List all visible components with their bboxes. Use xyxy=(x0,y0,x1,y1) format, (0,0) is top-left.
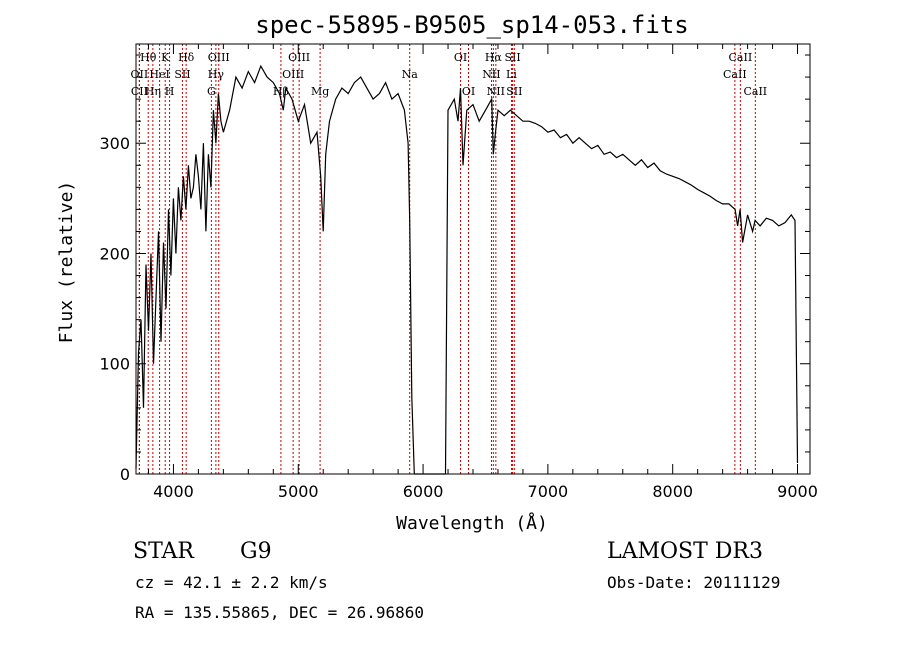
y-axis-ticks: 0 100 200 300 xyxy=(99,54,810,484)
plot-frame xyxy=(135,43,811,475)
spectral-line-label: OIII xyxy=(208,51,230,64)
spectral-line-label: OI xyxy=(462,85,475,98)
spectral-line-label: CaII xyxy=(729,51,753,64)
spectral-line-label: OIII xyxy=(282,68,304,81)
obs-date-text: Obs-Date: 20111129 xyxy=(607,573,781,592)
object-subclass: G9 xyxy=(240,539,272,564)
spectral-line-label: SII xyxy=(174,68,190,81)
y-tick-label: 100 xyxy=(99,355,130,374)
spectral-line-label: CaII xyxy=(743,85,767,98)
spectral-line-label: K xyxy=(161,51,170,64)
spectral-line-label: CII xyxy=(131,85,148,98)
spectral-line-label: SII xyxy=(506,85,522,98)
spectral-line-label: Hη xyxy=(145,85,161,98)
x-tick-label: 8000 xyxy=(652,482,693,501)
survey-name: LAMOST DR3 xyxy=(607,539,763,564)
object-class: STAR xyxy=(133,539,194,564)
spectral-line-label: HeI xyxy=(149,68,169,81)
spectral-line-label: NII xyxy=(487,85,505,98)
spectral-line-label: Li xyxy=(506,68,517,81)
flux-series xyxy=(135,64,799,475)
x-tick-label: 6000 xyxy=(403,482,444,501)
spectral-line-label: Na xyxy=(402,68,419,81)
redshift-text: cz = 42.1 ± 2.2 km/s xyxy=(135,573,328,592)
spectral-line-label: H xyxy=(165,85,175,98)
spectral-line-label: OIII xyxy=(288,51,310,64)
y-tick-label: 0 xyxy=(120,465,130,484)
x-tick-label: 9000 xyxy=(777,482,818,501)
x-tick-label: 7000 xyxy=(528,482,569,501)
spectral-line-label: G xyxy=(207,85,216,98)
spectral-line-label: Mg xyxy=(311,85,329,98)
x-axis-ticks: 4000 5000 6000 7000 8000 9000 xyxy=(147,44,818,501)
chart-title: spec-55895-B9505_sp14-053.fits xyxy=(255,11,688,39)
spectral-line-label: CaII xyxy=(723,68,747,81)
spectral-line-label: Hθ xyxy=(140,51,157,64)
spectral-line-label: OI xyxy=(454,51,467,64)
spectral-line-label: SII xyxy=(504,51,520,64)
y-tick-label: 200 xyxy=(99,244,130,263)
spectral-line-label: Hδ xyxy=(178,51,195,64)
spectral-line-label: NII xyxy=(482,68,500,81)
spectral-line-label: Hα xyxy=(485,51,503,64)
y-axis-label: Flux (relative) xyxy=(56,181,77,344)
spectral-line-label: OII xyxy=(131,68,149,81)
flux-line xyxy=(135,64,799,475)
x-tick-label: 5000 xyxy=(278,482,319,501)
y-tick-label: 300 xyxy=(99,134,130,153)
x-tick-label: 4000 xyxy=(153,482,194,501)
spectral-line-label: Hγ xyxy=(208,68,225,81)
coordinates-text: RA = 135.55865, DEC = 26.96860 xyxy=(135,603,424,622)
x-axis-label: Wavelength (Å) xyxy=(396,512,548,534)
